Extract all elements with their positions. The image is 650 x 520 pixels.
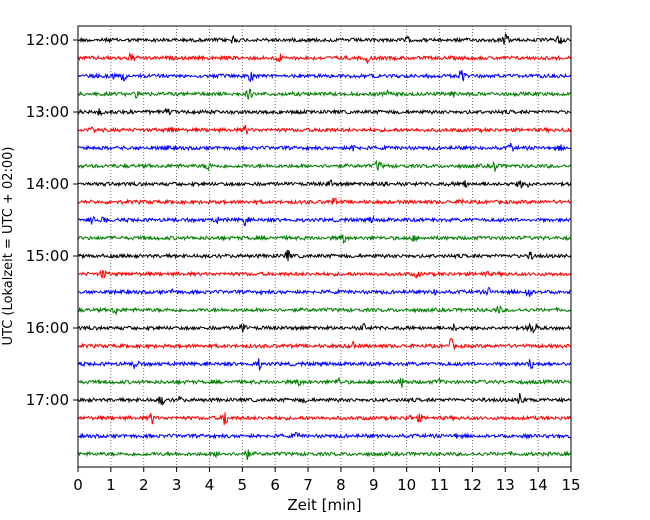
y-tick-label: 14:00 xyxy=(26,175,69,193)
trace-group xyxy=(77,33,572,461)
x-tick-label: 6 xyxy=(270,476,280,494)
x-tick-label: 11 xyxy=(430,476,449,494)
x-tick-label: 15 xyxy=(561,476,580,494)
x-tick-label: 3 xyxy=(172,476,182,494)
x-tick-label: 0 xyxy=(73,476,83,494)
x-tick-label: 13 xyxy=(496,476,515,494)
x-axis-label: Zeit [min] xyxy=(287,496,361,514)
x-tick-label: 8 xyxy=(336,476,346,494)
y-tick-label: 12:00 xyxy=(26,31,69,49)
y-axis-ticks: 12:00 13:00 14:00 15:00 16:00 17:00 xyxy=(26,31,78,409)
trace-1230 xyxy=(77,70,572,83)
trace-1615 xyxy=(78,337,571,351)
trace-1645 xyxy=(77,377,572,388)
x-tick-label: 5 xyxy=(238,476,248,494)
trace-1315 xyxy=(77,124,572,135)
trace-1330 xyxy=(77,142,572,153)
x-tick-label: 10 xyxy=(397,476,416,494)
trace-1515 xyxy=(77,269,572,280)
trace-1215 xyxy=(77,51,572,64)
y-tick-label: 16:00 xyxy=(26,319,69,337)
trace-1745 xyxy=(77,449,572,461)
x-tick-label: 9 xyxy=(369,476,379,494)
x-tick-label: 14 xyxy=(529,476,548,494)
y-axis-label: UTC (Lokalzeit = UTC + 02:00) xyxy=(1,147,16,346)
trace-1730 xyxy=(77,431,572,440)
x-tick-label: 4 xyxy=(205,476,215,494)
trace-1345 xyxy=(77,159,572,172)
trace-1300 xyxy=(77,108,571,117)
trace-1400 xyxy=(77,179,572,189)
trace-1715 xyxy=(77,412,572,426)
trace-1415 xyxy=(77,197,571,206)
trace-1700 xyxy=(77,392,572,406)
trace-1530 xyxy=(77,286,572,298)
trace-1500 xyxy=(77,249,572,262)
trace-1245 xyxy=(78,88,572,100)
plot-frame xyxy=(77,25,572,468)
x-tick-label: 2 xyxy=(139,476,149,494)
x-tick-label: 12 xyxy=(463,476,482,494)
trace-1600 xyxy=(77,322,572,335)
trace-1630 xyxy=(77,358,572,371)
y-tick-label: 13:00 xyxy=(26,103,69,121)
x-tick-label: 7 xyxy=(303,476,313,494)
x-tick-label: 1 xyxy=(106,476,116,494)
trace-1545 xyxy=(77,304,572,316)
y-tick-label: 15:00 xyxy=(26,247,69,265)
trace-1200 xyxy=(77,33,571,45)
x-axis-ticks: 0 1 2 3 4 5 6 7 8 9 10 11 12 13 14 15 xyxy=(73,467,581,494)
trace-1445 xyxy=(77,234,572,245)
y-tick-label: 17:00 xyxy=(26,391,69,409)
trace-1430 xyxy=(77,215,571,227)
